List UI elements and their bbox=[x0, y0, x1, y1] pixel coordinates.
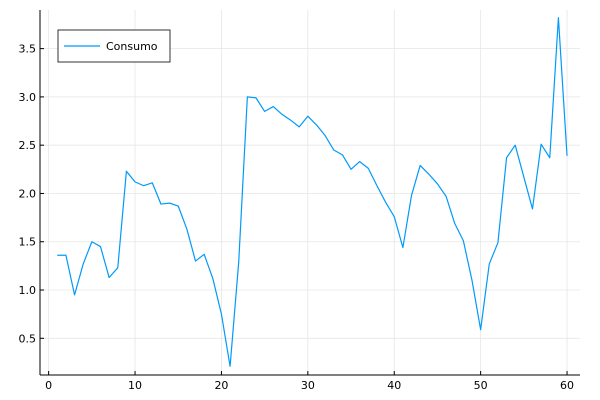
legend: Consumo bbox=[57, 29, 171, 63]
y-tick-label: 2.5 bbox=[19, 139, 37, 152]
y-tick-label: 1.5 bbox=[19, 236, 37, 249]
x-tick-label: 20 bbox=[214, 379, 228, 392]
y-tick-label: 0.5 bbox=[19, 332, 37, 345]
grid bbox=[40, 10, 580, 375]
x-tick-label: 40 bbox=[387, 379, 401, 392]
x-tick-label: 0 bbox=[45, 379, 52, 392]
x-ticks: 0 10 20 30 40 50 60 bbox=[45, 371, 574, 392]
legend-label-consumo: Consumo bbox=[106, 40, 158, 53]
axes bbox=[39, 10, 580, 376]
x-tick-label: 60 bbox=[560, 379, 574, 392]
series-line-consumo bbox=[57, 17, 568, 367]
x-tick-label: 50 bbox=[474, 379, 488, 392]
x-tick-label: 10 bbox=[128, 379, 142, 392]
y-tick-label: 2.0 bbox=[19, 187, 37, 200]
y-ticks: 0.5 1.0 1.5 2.0 2.5 3.0 3.5 bbox=[19, 43, 44, 345]
x-tick-label: 30 bbox=[301, 379, 315, 392]
y-tick-label: 1.0 bbox=[19, 284, 37, 297]
series-layer bbox=[57, 17, 568, 367]
y-tick-label: 3.0 bbox=[19, 91, 37, 104]
y-tick-label: 3.5 bbox=[19, 43, 37, 56]
